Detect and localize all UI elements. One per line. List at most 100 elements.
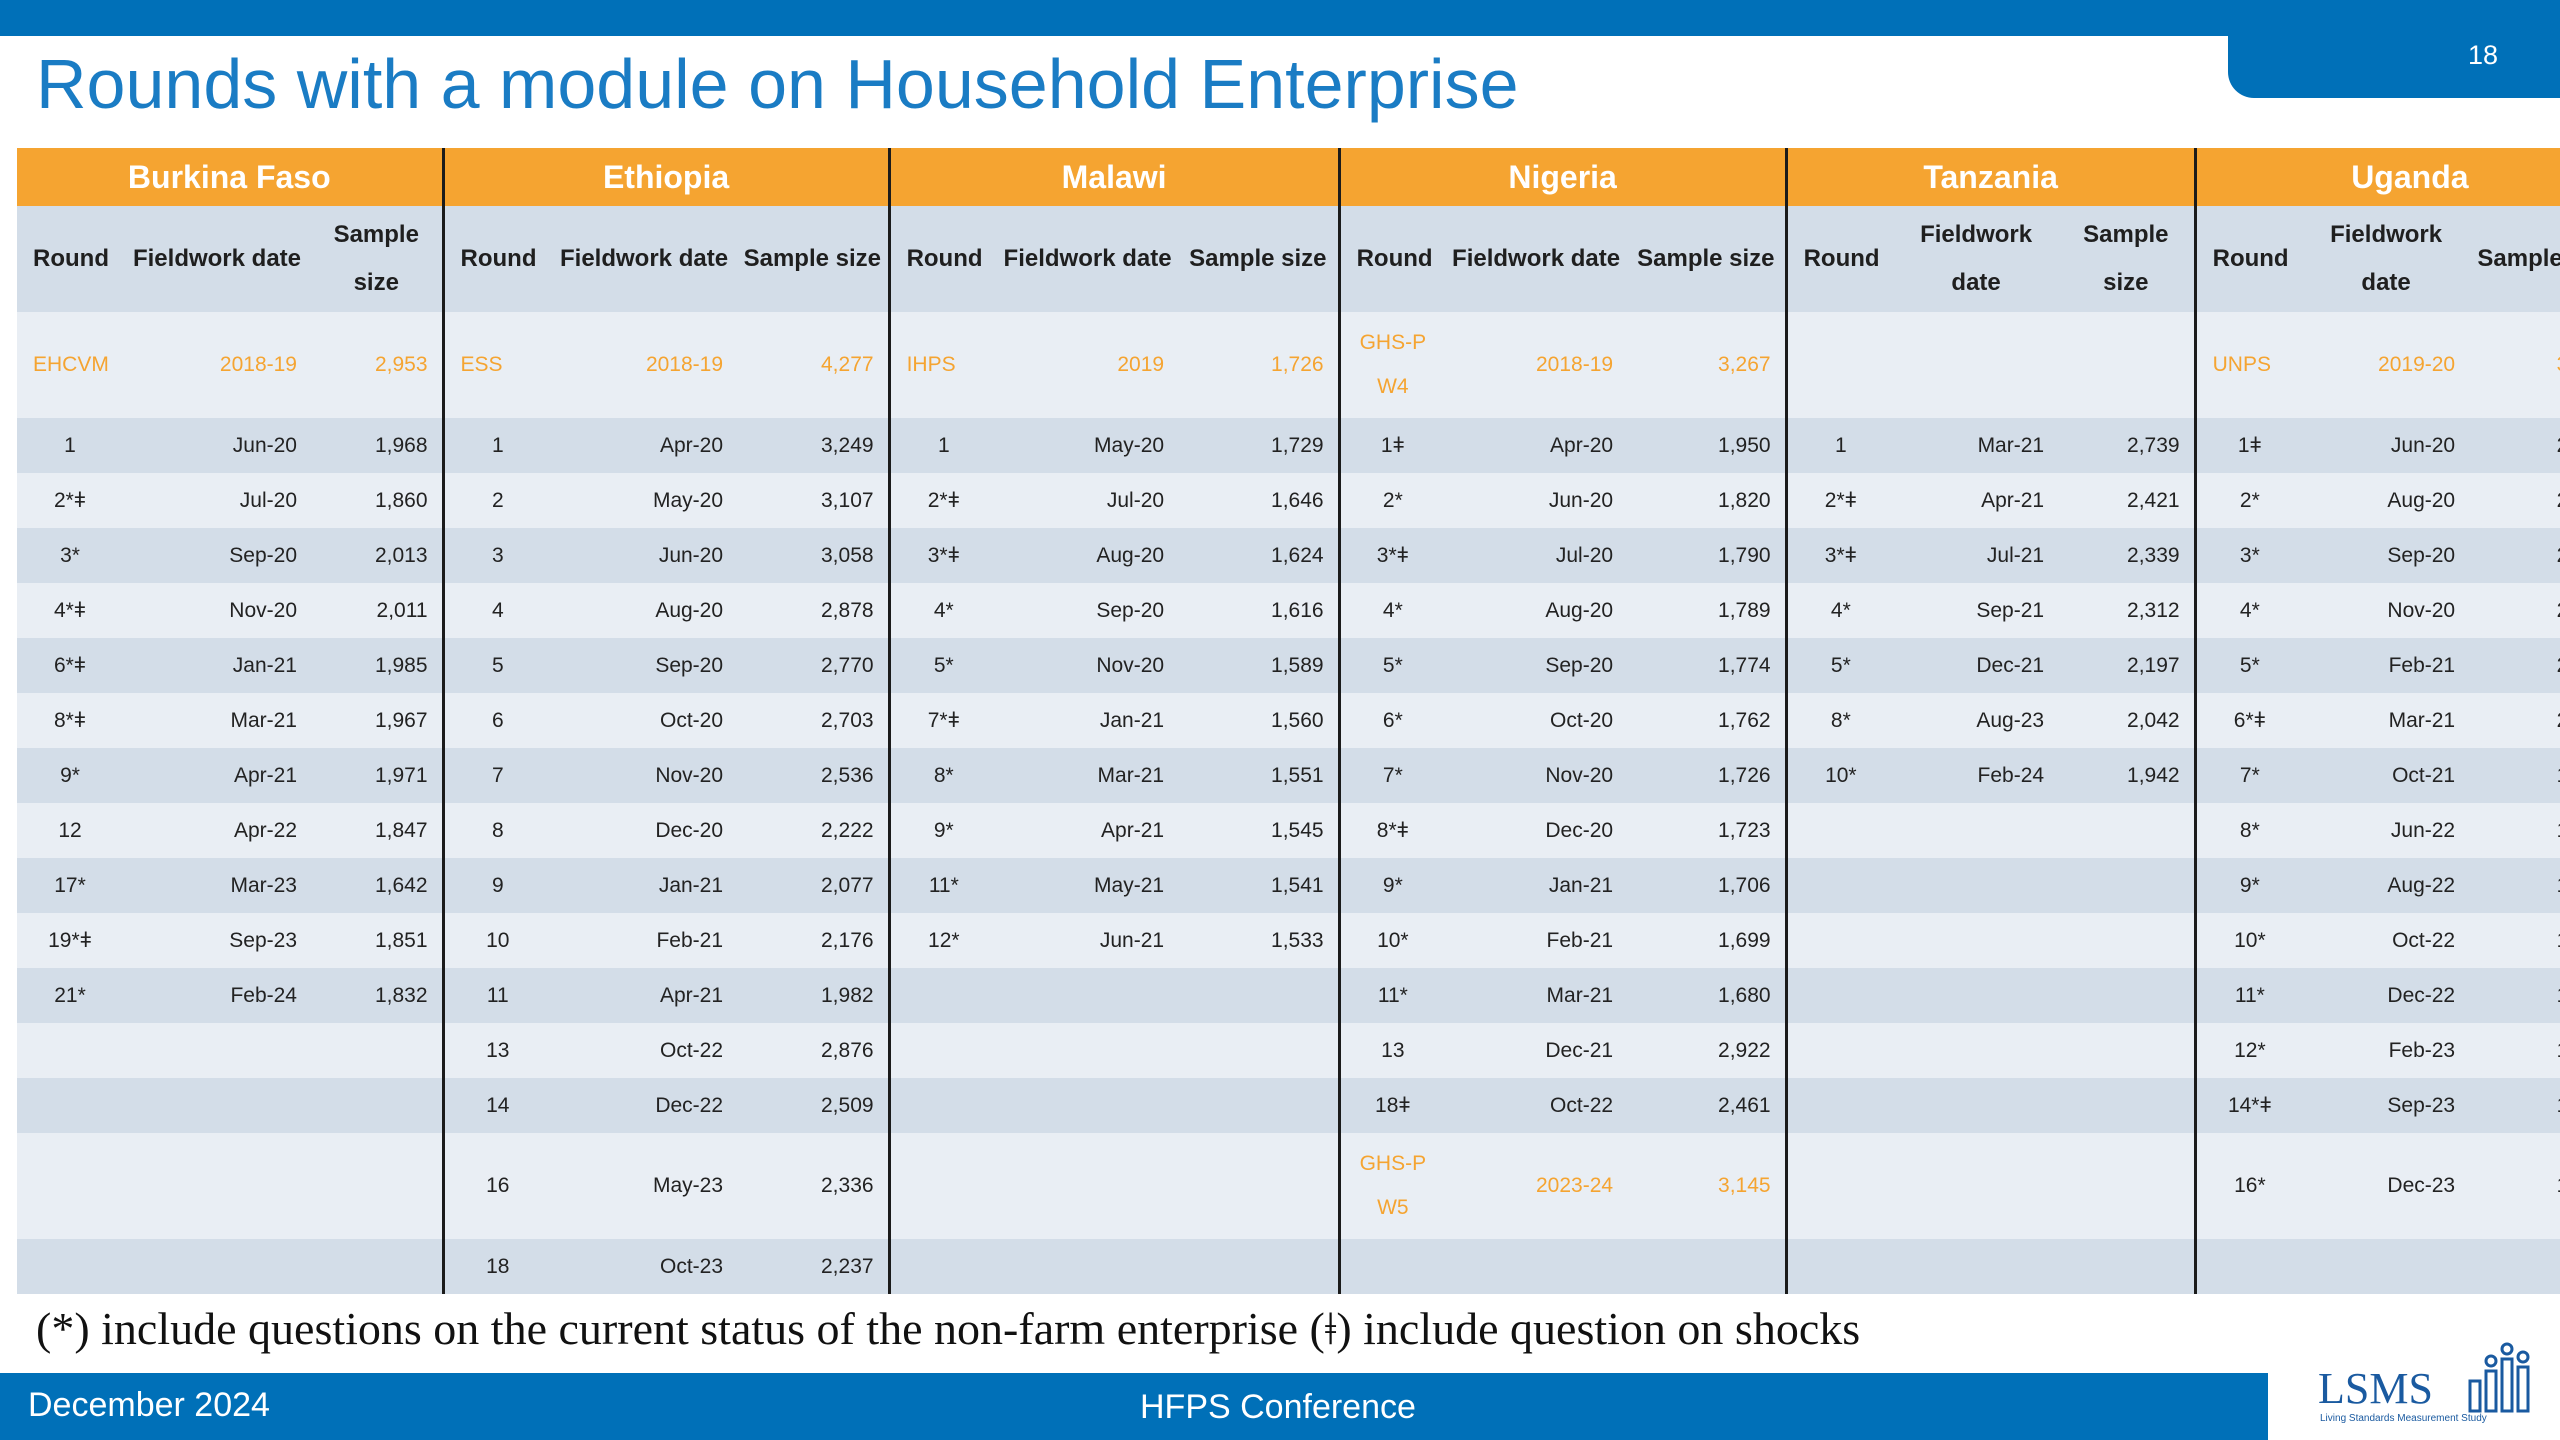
fieldwork-date-cell — [1894, 1078, 2059, 1133]
fieldwork-date-cell: Oct-20 — [551, 693, 738, 748]
fieldwork-date-cell — [1894, 1023, 2059, 1078]
fieldwork-date-cell: Dec-23 — [2303, 1133, 2470, 1239]
fieldwork-date-cell — [1894, 913, 2059, 968]
round-cell: 17* — [17, 858, 123, 913]
fieldwork-date-cell: Sep-20 — [551, 638, 738, 693]
sample-size-cell: 1,680 — [1627, 968, 1787, 1023]
sample-size-cell: 1,589 — [1178, 638, 1340, 693]
column-header-round: Round — [1337, 206, 1446, 312]
round-cell: 6* — [1337, 693, 1446, 748]
column-header-fieldwork: Fieldwork date — [551, 206, 738, 312]
round-cell: 18 — [441, 1239, 552, 1294]
sample-size-cell: 1,982 — [737, 968, 890, 1023]
baseline-round — [1784, 312, 1895, 418]
column-header-fieldwork: Fieldwork date — [2303, 206, 2470, 312]
sample-size-cell: 1,790 — [1627, 528, 1787, 583]
country-header: Burkina Faso — [17, 148, 444, 206]
fieldwork-date-cell: May-23 — [551, 1133, 738, 1239]
round-cell — [1784, 1023, 1895, 1078]
table-row: 8*ǂ Mar-21 1,967 6 Oct-20 2,703 7*ǂ Jan-21 1,560… — [17, 693, 2560, 748]
fieldwork-date-cell: Apr-21 — [1894, 473, 2059, 528]
round-cell: 4* — [1337, 583, 1446, 638]
top-bar — [0, 0, 2560, 36]
fieldwork-date-cell: Mar-21 — [1445, 968, 1628, 1023]
fieldwork-date-cell: Jan-21 — [551, 858, 738, 913]
round-cell: 3* — [2193, 528, 2304, 583]
round-cell: 7* — [1337, 748, 1446, 803]
table-row: 18 Oct-23 2,237 — [17, 1239, 2560, 1294]
fieldwork-date-cell — [123, 1078, 311, 1133]
round-cell: 1 — [1784, 418, 1895, 473]
sample-size-cell — [311, 1023, 444, 1078]
fieldwork-date-cell: Dec-21 — [1894, 638, 2059, 693]
page-number-tab: 18 — [2228, 0, 2560, 98]
fieldwork-date-cell — [1894, 803, 2059, 858]
round-cell: 9* — [1337, 858, 1446, 913]
table-row: 2*ǂ Jul-20 1,860 2 May-20 3,107 2*ǂ Jul-20 1,646… — [17, 473, 2560, 528]
baseline-round: UNPS — [2193, 312, 2304, 418]
column-header-sample: Sample size — [2469, 206, 2560, 312]
round-cell: 14*ǂ — [2193, 1078, 2304, 1133]
column-header-fieldwork: Fieldwork date — [997, 206, 1179, 312]
fieldwork-date-cell: Oct-22 — [551, 1023, 738, 1078]
fieldwork-date-cell: Apr-21 — [997, 803, 1179, 858]
column-header-sample: Sample size — [1178, 206, 1340, 312]
sample-size-cell: 1,706 — [1627, 858, 1787, 913]
round-cell: 11* — [2193, 968, 2304, 1023]
round-cell: 13 — [1337, 1023, 1446, 1078]
sample-size-cell: 1,985 — [311, 638, 444, 693]
fieldwork-date-cell: May-21 — [997, 858, 1179, 913]
fieldwork-date-cell: Apr-20 — [551, 418, 738, 473]
fieldwork-date-cell: Mar-21 — [123, 693, 311, 748]
round-cell: 8*ǂ — [17, 693, 123, 748]
fieldwork-date-cell: Apr-21 — [551, 968, 738, 1023]
sample-size-cell: 2,042 — [2058, 693, 2196, 748]
sample-size-cell: 2,011 — [311, 583, 444, 638]
table-row: 1 Jun-20 1,968 1 Apr-20 3,249 1 May-20 1,729 1ǂ Ap… — [17, 418, 2560, 473]
round-cell: 5* — [2193, 638, 2304, 693]
round-cell — [1784, 858, 1895, 913]
round-cell: 21* — [17, 968, 123, 1023]
fieldwork-date-cell: Dec-21 — [1445, 1023, 1628, 1078]
sample-size-cell: 1,616 — [1178, 583, 1340, 638]
column-header-fieldwork: Fieldwork date — [123, 206, 311, 312]
fieldwork-date-cell: Sep-20 — [1445, 638, 1628, 693]
fieldwork-date-cell: Nov-20 — [997, 638, 1179, 693]
fieldwork-date-cell — [997, 1133, 1179, 1239]
logo-subtitle: Living Standards Measurement Study — [2320, 1413, 2487, 1424]
round-cell: 18ǂ — [1337, 1078, 1446, 1133]
column-header-fieldwork: Fieldwork date — [1894, 206, 2059, 312]
fieldwork-date-cell: Nov-20 — [2303, 583, 2470, 638]
table-row: 12 Apr-22 1,847 8 Dec-20 2,222 9* Apr-21 1,545 8*… — [17, 803, 2560, 858]
country-header: Malawi — [887, 148, 1340, 206]
round-cell: 7 — [441, 748, 552, 803]
fieldwork-date-cell: Feb-24 — [1894, 748, 2059, 803]
fieldwork-date-cell: Jun-22 — [2303, 803, 2470, 858]
fieldwork-date-cell: Sep-20 — [123, 528, 311, 583]
table-row: 19*ǂ Sep-23 1,851 10 Feb-21 2,176 12* Jun-21 1,5… — [17, 913, 2560, 968]
fieldwork-date-cell — [1894, 858, 2059, 913]
round-cell: 6*ǂ — [17, 638, 123, 693]
round-cell — [887, 1023, 998, 1078]
fieldwork-date-cell — [997, 968, 1179, 1023]
rounds-table: Burkina Faso Ethiopia Malawi Nigeria Tanzani… — [17, 148, 2560, 1294]
fieldwork-date-cell: Jul-20 — [997, 473, 1179, 528]
baseline-date: 2018-19 — [1445, 312, 1628, 418]
sample-size-cell — [2058, 1023, 2196, 1078]
fieldwork-date-cell: Jun-20 — [551, 528, 738, 583]
round-cell: 3*ǂ — [1784, 528, 1895, 583]
round-cell: 2*ǂ — [1784, 473, 1895, 528]
sample-size-cell: 2,222 — [737, 803, 890, 858]
fieldwork-date-cell: Jul-20 — [123, 473, 311, 528]
round-cell: 7* — [2193, 748, 2304, 803]
fieldwork-date-cell: Jan-21 — [997, 693, 1179, 748]
table-row: 21* Feb-24 1,832 11 Apr-21 1,982 11* Mar-21 1,68… — [17, 968, 2560, 1023]
round-cell: 2*ǂ — [887, 473, 998, 528]
baseline-size: 4,277 — [737, 312, 890, 418]
sample-size-cell: 1,762 — [1627, 693, 1787, 748]
round-cell: 7*ǂ — [887, 693, 998, 748]
fieldwork-date-cell: Mar-21 — [997, 748, 1179, 803]
sample-size-cell: 2,199 — [2469, 473, 2560, 528]
sample-size-cell: 1,545 — [1178, 803, 1340, 858]
baseline-round: EHCVM — [17, 312, 123, 418]
